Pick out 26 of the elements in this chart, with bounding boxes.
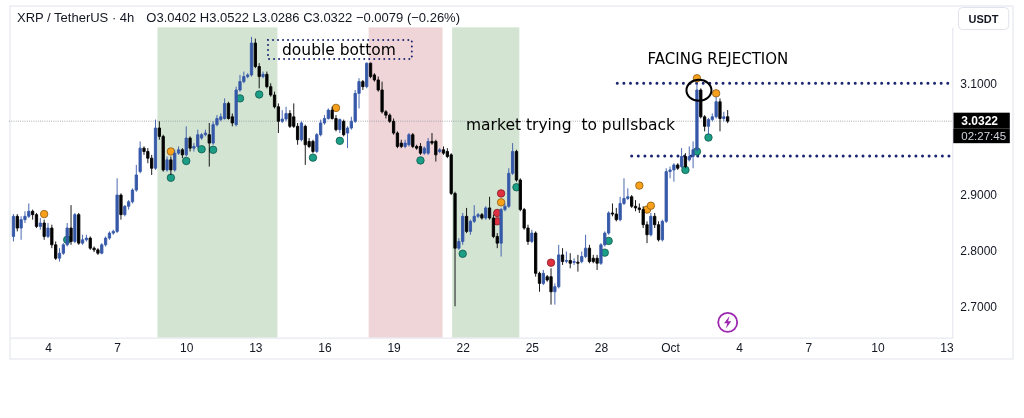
x-tick-label: 28 [594, 341, 609, 356]
annotation: double bottom [282, 41, 396, 59]
ref-line-label: 3.0322 [961, 114, 999, 129]
chart-title: XRP / TetherUS · 4h [17, 9, 135, 25]
x-tick-label: Oct [661, 341, 681, 356]
annotation: FACING REJECTION [647, 50, 789, 69]
x-tick-label: 10 [180, 341, 194, 356]
x-tick-label: 13 [940, 341, 955, 356]
y-tick-label: 3.1000 [960, 76, 998, 91]
text: 02:27:45 [961, 129, 1007, 142]
x-tick-label: 13 [249, 341, 263, 356]
y-tick-label: 2.9000 [960, 188, 998, 203]
x-tick-label: 7 [114, 341, 122, 356]
x-tick-label: 4 [736, 341, 744, 356]
x-tick-label: 19 [387, 341, 402, 356]
x-tick-label: 16 [318, 341, 332, 356]
y-tick-label: 2.7000 [960, 300, 998, 315]
x-tick-label: 4 [45, 341, 53, 356]
x-tick-label: 25 [525, 341, 540, 356]
chart-subtitle: O3.0402 H3.0522 L3.0286 C3.0322 −0.0079 (−0.26%) [146, 9, 461, 25]
x-tick-label: 22 [456, 341, 471, 356]
y-tick-label: 2.8000 [960, 244, 998, 259]
y-axis-title: USDT [968, 12, 999, 25]
annotation: market trying to pullsback [466, 116, 676, 134]
x-tick-label: 10 [871, 341, 885, 356]
x-tick-label: 7 [805, 341, 813, 356]
